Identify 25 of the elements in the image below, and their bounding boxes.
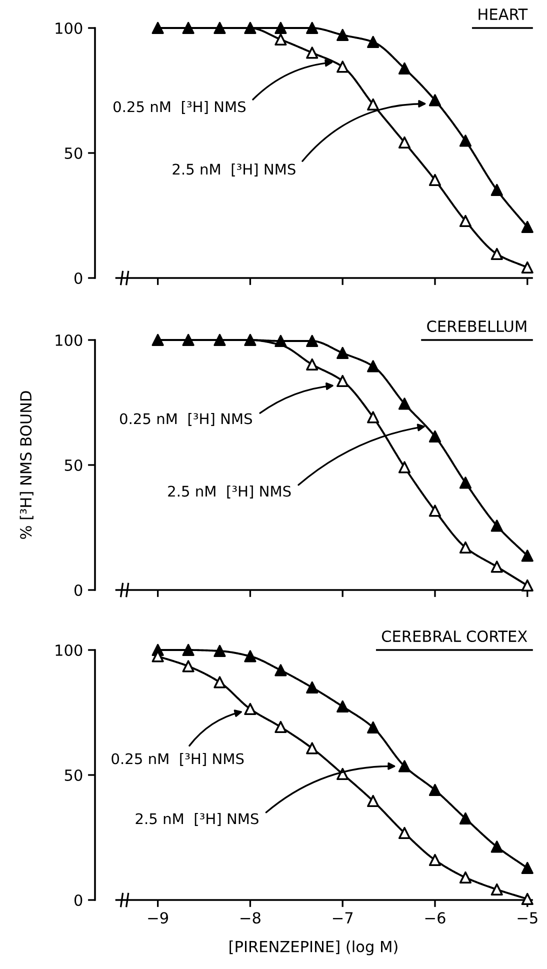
y-tick-label: 50 bbox=[64, 459, 82, 472]
annotation: 2.5 nM [³H] NMS bbox=[172, 163, 296, 176]
x-tick-label: −9 bbox=[148, 912, 168, 924]
chart-title: CEREBELLUM bbox=[427, 320, 526, 332]
annotation: 2.5 nM [³H] NMS bbox=[168, 485, 291, 498]
x-axis-title: [PIRENZEPINE] (log M) bbox=[230, 940, 398, 956]
y-tick-label: 50 bbox=[64, 769, 82, 782]
y-tick-label: 100 bbox=[56, 22, 82, 34]
x-tick-label: −6 bbox=[425, 912, 446, 924]
x-tick-label: −5 bbox=[518, 912, 538, 924]
x-tick-label: −7 bbox=[332, 912, 353, 924]
annotation: 2.5 nM [³H] NMS bbox=[136, 812, 258, 826]
y-tick-label: 0 bbox=[74, 584, 82, 596]
y-axis-title: % [³H] NMS BOUND bbox=[20, 391, 34, 539]
annotation: 0.25 nM [³H] NMS bbox=[114, 100, 246, 114]
y-tick-label: 100 bbox=[56, 334, 82, 346]
annotation: 0.25 nM [³H] NMS bbox=[112, 752, 244, 766]
y-tick-label: 0 bbox=[74, 272, 82, 284]
x-tick-label: −8 bbox=[240, 912, 260, 924]
chart-title: HEART bbox=[478, 8, 528, 20]
y-tick-label: 0 bbox=[74, 894, 82, 906]
annotation: 0.25 nM [³H] NMS bbox=[120, 412, 252, 426]
chart-title: CEREBRAL CORTEX bbox=[382, 630, 528, 642]
y-tick-label: 50 bbox=[64, 147, 82, 160]
y-tick-label: 100 bbox=[56, 644, 82, 656]
